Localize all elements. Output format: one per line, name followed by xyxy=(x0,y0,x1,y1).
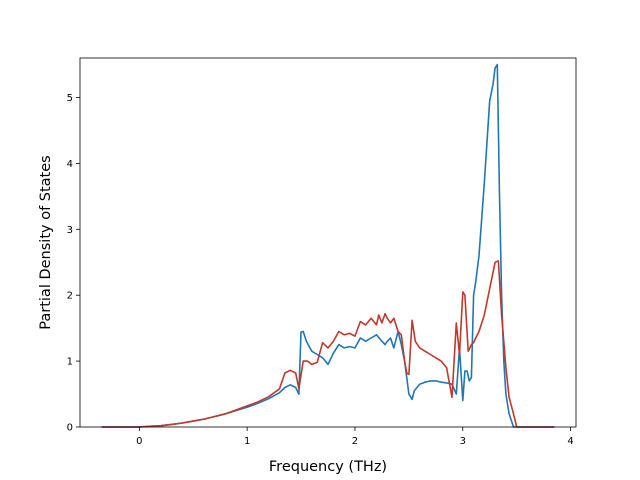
y-tick-label: 5 xyxy=(67,93,73,104)
y-tick-label: 1 xyxy=(67,357,73,368)
y-tick-label: 4 xyxy=(67,159,73,170)
x-tick-label: 2 xyxy=(352,436,358,447)
plot-area-frame xyxy=(79,57,577,428)
series-layer xyxy=(101,63,555,428)
x-axis-ticks: 0 1 2 3 4 xyxy=(136,427,574,447)
x-tick-label: 0 xyxy=(136,436,142,447)
y-axis-label: Partial Density of States xyxy=(38,155,54,329)
x-tick-label: 3 xyxy=(460,436,466,447)
y-tick-label: 0 xyxy=(67,423,73,434)
x-tick-label: 1 xyxy=(244,436,250,447)
y-axis-ticks: 0 1 2 3 4 5 xyxy=(67,93,80,434)
y-tick-label: 3 xyxy=(67,225,73,236)
series-line-1 xyxy=(101,63,555,428)
series-line-2 xyxy=(101,260,555,428)
x-axis-label: Frequency (THz) xyxy=(269,459,387,475)
x-tick-label: 4 xyxy=(567,436,573,447)
y-tick-label: 2 xyxy=(67,291,73,302)
